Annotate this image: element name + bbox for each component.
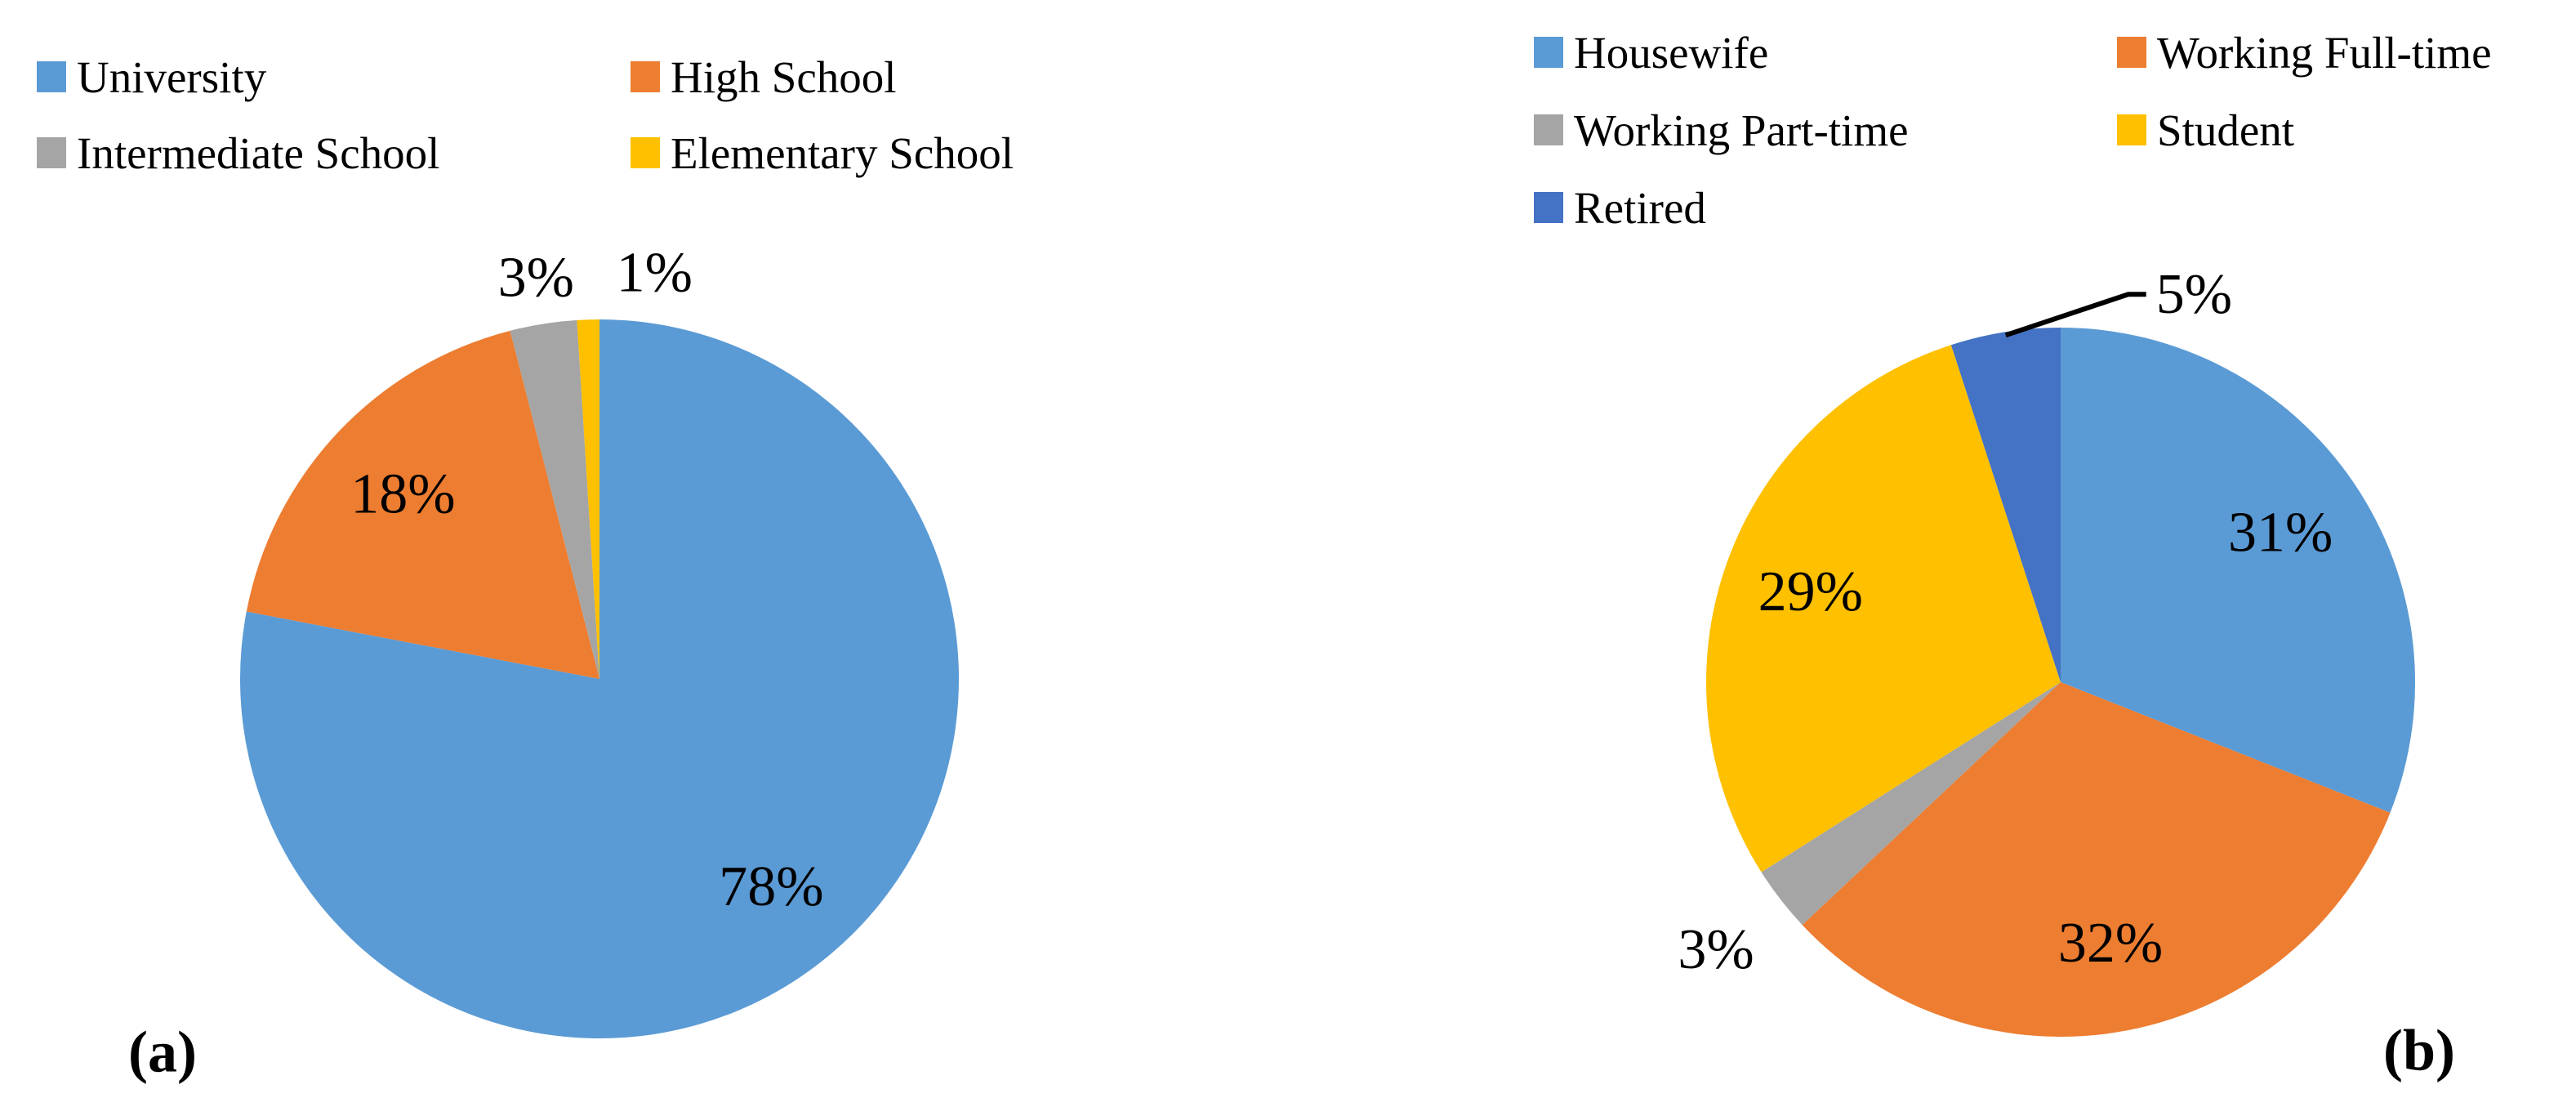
legend-item-high-school: High School xyxy=(631,55,897,100)
pie-label-intermediate-school: 3% xyxy=(498,247,574,310)
pie-label-working-full-time: 32% xyxy=(2058,912,2163,975)
legend-label-retired: Retired xyxy=(1574,182,1706,233)
pie-label-retired: 5% xyxy=(2156,263,2232,326)
legend-item-housewife: Housewife xyxy=(1534,27,1769,78)
legend-label-elementary-school: Elementary School xyxy=(671,127,1014,178)
legend-swatch-university xyxy=(37,61,66,92)
legend-label-high-school: High School xyxy=(671,51,897,102)
legend-swatch-student xyxy=(2117,114,2146,145)
pie-label-housewife: 31% xyxy=(2228,502,2333,565)
pie-slice-student xyxy=(1706,345,2061,873)
legend-swatch-elementary-school xyxy=(631,137,660,168)
legend-label-student: Student xyxy=(2157,105,2295,155)
legend-label-intermediate-school: Intermediate School xyxy=(77,127,440,178)
legend-swatch-intermediate-school xyxy=(37,137,66,168)
pie-label-elementary-school: 1% xyxy=(617,242,693,305)
callout-line-retired xyxy=(2004,292,2146,338)
legend-label-working-part-time: Working Part-time xyxy=(1574,105,1909,155)
legend-label-working-full-time: Working Full-time xyxy=(2157,27,2492,78)
legend-swatch-housewife xyxy=(1534,37,1563,68)
pie-slice-intermediate-school xyxy=(510,319,599,679)
legend-label-housewife: Housewife xyxy=(1574,27,1769,78)
legend-item-elementary-school: Elementary School xyxy=(631,131,1014,176)
legend-item-retired: Retired xyxy=(1534,182,1706,233)
panel-label-b: (b) xyxy=(2383,1017,2455,1083)
legend-item-university: University xyxy=(37,55,266,100)
pie-slice-working-full-time xyxy=(1802,682,2391,1037)
legend-item-intermediate-school: Intermediate School xyxy=(37,131,439,176)
pie-label-student: 29% xyxy=(1758,560,1863,623)
legend-swatch-high-school xyxy=(631,61,660,92)
pie-slice-high-school xyxy=(246,330,599,679)
pie-label-high-school: 18% xyxy=(350,463,455,526)
legend-swatch-retired xyxy=(1534,192,1563,223)
legend-item-working-full-time: Working Full-time xyxy=(2117,27,2492,78)
panel-label-a: (a) xyxy=(128,1019,197,1085)
pie-label-working-part-time: 3% xyxy=(1678,918,1754,981)
legend-swatch-working-part-time xyxy=(1534,114,1563,145)
pie-slice-working-part-time xyxy=(1761,682,2061,926)
pie-slice-elementary-school xyxy=(577,319,599,679)
pie-label-university: 78% xyxy=(719,855,823,918)
legend-item-student: Student xyxy=(2117,105,2295,155)
legend-item-working-part-time: Working Part-time xyxy=(1534,105,1909,155)
legend-swatch-working-full-time xyxy=(2117,37,2146,68)
pie-slice-housewife xyxy=(2061,328,2416,813)
legend-label-university: University xyxy=(77,51,267,102)
pie-slice-retired xyxy=(1950,328,2061,682)
pie-slice-university xyxy=(239,319,959,1039)
